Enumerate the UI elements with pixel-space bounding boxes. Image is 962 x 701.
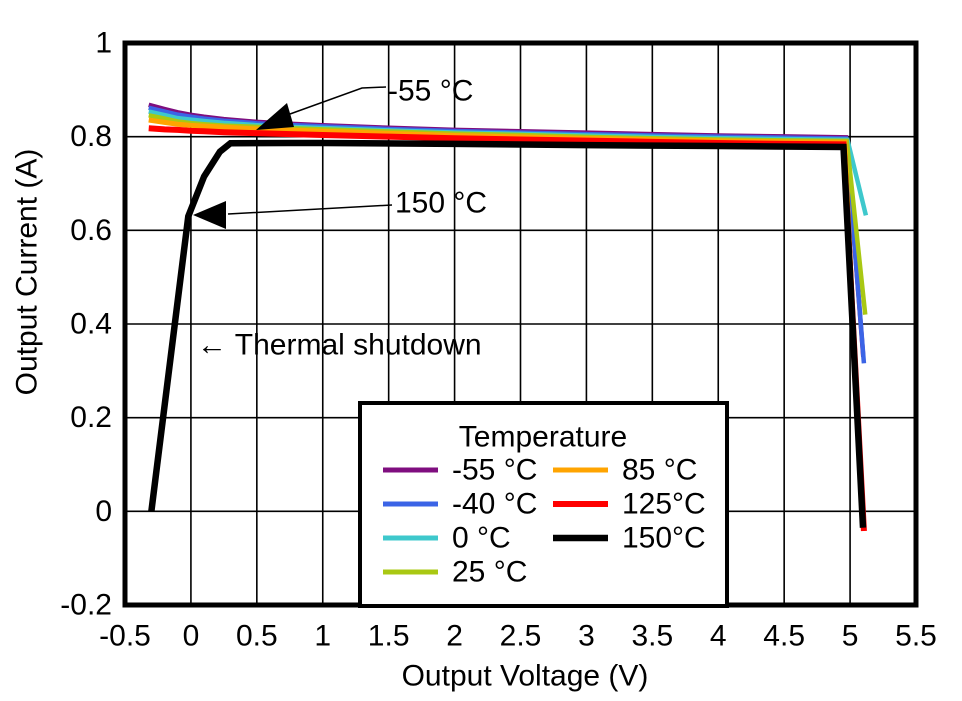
x-tick-label: 0 (183, 620, 200, 653)
legend-label: 25 °C (452, 556, 527, 589)
y-tick-label: 0.4 (70, 308, 112, 341)
annotation-leader-line (227, 204, 393, 215)
x-tick-label: 2.5 (500, 620, 542, 653)
y-tick-label: 0.2 (70, 401, 112, 434)
x-tick-label: 1.5 (368, 620, 410, 653)
annotation-text: -55 °C (388, 75, 473, 108)
legend-label: 85 °C (622, 454, 697, 487)
legend-label: 125°C (622, 488, 706, 521)
x-tick-label: 5.5 (895, 620, 937, 653)
series-line-150c (148, 139, 867, 528)
y-tick-label: 0 (95, 495, 112, 528)
y-tick-label: 0.6 (70, 214, 112, 247)
y-tick-label: -0.2 (60, 589, 112, 622)
legend-title: Temperature (459, 421, 627, 454)
x-tick-label: -0.5 (99, 620, 151, 653)
y-tick-label: 0.8 (70, 120, 112, 153)
annotation-text: ← Thermal shutdown (197, 329, 482, 362)
y-axis-title: Output Current (A) (11, 149, 44, 396)
x-tick-label: 4 (710, 620, 727, 653)
x-tick-label: 2 (446, 620, 463, 653)
x-tick-label: 5 (842, 620, 859, 653)
annotation-arrowhead-icon (256, 103, 294, 130)
x-tick-label: 4.5 (763, 620, 805, 653)
legend-label: 150°C (622, 522, 706, 555)
annotation-arrowhead-icon (193, 201, 226, 229)
legend-label: 0 °C (452, 522, 511, 555)
legend-label: -40 °C (452, 488, 537, 521)
annotation-text: 150 °C (395, 187, 487, 220)
y-tick-label: 1 (95, 27, 112, 60)
x-tick-label: 1 (314, 620, 331, 653)
x-axis-title: Output Voltage (V) (402, 660, 649, 693)
x-tick-label: 3 (578, 620, 595, 653)
annotation-leader-line (289, 86, 387, 115)
x-tick-label: 0.5 (236, 620, 278, 653)
legend-label: -55 °C (452, 454, 537, 487)
x-tick-label: 3.5 (631, 620, 673, 653)
